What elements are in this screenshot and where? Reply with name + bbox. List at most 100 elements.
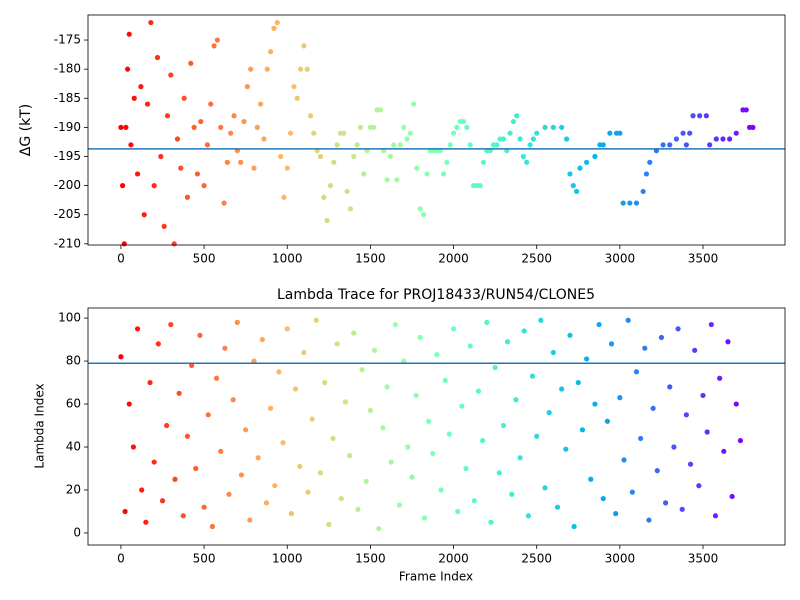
data-point: [488, 519, 494, 525]
data-point: [261, 136, 267, 142]
data-point: [530, 136, 536, 142]
data-point: [363, 478, 369, 484]
data-point: [226, 491, 232, 497]
data-point: [161, 223, 167, 229]
data-point: [155, 341, 161, 347]
data-point: [620, 200, 626, 206]
data-point: [218, 124, 224, 130]
data-point: [475, 388, 482, 394]
data-point: [550, 349, 556, 356]
x-tick-label: 1500: [355, 552, 386, 566]
data-point: [647, 159, 653, 165]
x-tick-label: 3000: [605, 552, 636, 566]
data-point: [477, 183, 483, 189]
data-point: [134, 326, 141, 332]
data-point: [660, 142, 666, 148]
y-tick-label: 0: [73, 525, 81, 539]
data-point: [171, 241, 177, 247]
data-point: [600, 495, 606, 502]
data-point: [507, 130, 513, 136]
data-point: [550, 124, 556, 130]
data-point: [231, 113, 237, 119]
x-tick-label: 3500: [688, 552, 719, 566]
data-point: [151, 183, 157, 189]
x-tick-label: 3500: [688, 252, 719, 266]
data-point: [509, 491, 515, 497]
data-point: [608, 341, 615, 347]
data-point: [118, 124, 124, 130]
data-point: [524, 159, 530, 165]
data-point: [567, 171, 573, 177]
data-point: [629, 489, 635, 495]
data-point: [313, 317, 319, 323]
data-point: [484, 319, 490, 325]
data-point: [743, 107, 749, 113]
data-point: [304, 66, 310, 72]
y-tick-label: -205: [54, 207, 81, 221]
y-tick-label: -195: [54, 149, 81, 163]
data-point: [687, 130, 693, 136]
data-point: [307, 113, 314, 119]
data-point: [159, 498, 166, 504]
data-point: [357, 124, 364, 130]
data-point: [675, 326, 681, 332]
data-point: [633, 200, 640, 206]
data-point: [500, 422, 507, 429]
data-point: [394, 177, 400, 183]
data-point: [380, 425, 386, 431]
data-point: [460, 118, 467, 125]
data-point: [284, 326, 290, 332]
x-tick-label: 500: [193, 552, 216, 566]
x-tick-label: 3000: [605, 252, 636, 266]
data-point: [643, 171, 650, 177]
y-tick-label: -210: [54, 236, 81, 250]
data-point: [342, 399, 349, 405]
x-tick-label: 0: [117, 252, 125, 266]
data-point: [141, 212, 147, 218]
data-point: [642, 345, 648, 351]
data-point: [444, 159, 450, 165]
data-point: [264, 66, 270, 72]
data-point: [446, 431, 452, 437]
data-point: [334, 142, 340, 148]
data-point: [492, 364, 498, 371]
data-point: [204, 142, 211, 148]
data-point: [158, 153, 164, 160]
data-point: [570, 183, 576, 189]
data-point: [633, 369, 640, 375]
data-point: [579, 427, 586, 433]
data-point: [621, 457, 627, 463]
data-point: [392, 321, 398, 328]
data-point: [139, 487, 145, 493]
data-point: [713, 136, 719, 142]
data-point: [607, 130, 613, 136]
data-point: [494, 142, 500, 148]
data-point: [625, 317, 631, 323]
data-point: [480, 437, 486, 444]
data-point: [733, 130, 739, 136]
data-point: [500, 136, 507, 142]
x-tick-label: 1500: [355, 252, 386, 266]
data-point: [172, 476, 178, 482]
x-tick-label: 2000: [438, 252, 469, 266]
data-point: [124, 66, 131, 72]
data-point: [673, 136, 680, 142]
data-point: [194, 171, 201, 177]
data-point: [654, 468, 660, 474]
data-point: [178, 165, 184, 171]
data-point: [459, 403, 465, 409]
data-point: [405, 444, 411, 450]
data-point: [617, 395, 623, 401]
data-point: [189, 362, 195, 368]
data-point: [180, 513, 186, 519]
data-point: [322, 379, 328, 386]
y-tick-label: -180: [54, 62, 81, 76]
data-point: [126, 31, 132, 37]
data-point: [727, 136, 733, 142]
data-point: [717, 375, 723, 381]
data-point: [391, 142, 397, 148]
data-point: [538, 317, 544, 323]
data-point: [330, 435, 336, 442]
data-point: [725, 339, 731, 345]
data-point: [455, 508, 461, 515]
